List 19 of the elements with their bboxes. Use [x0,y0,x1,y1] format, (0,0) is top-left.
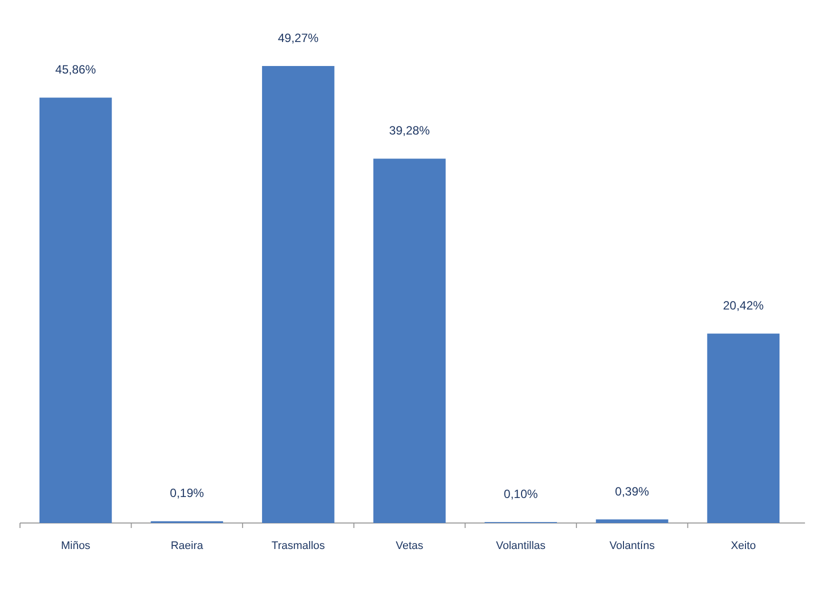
bar [373,158,446,523]
data-label: 0,19% [170,486,204,500]
x-tick-label: Raeira [170,540,204,552]
x-tick-label: Volantíns [609,540,656,552]
x-tick-label: Xeito [730,540,756,552]
bar [39,98,112,523]
data-label: 45,86% [55,62,96,77]
data-label: 0,10% [504,487,538,502]
data-label: 20,42% [723,298,764,313]
data-label: 0,39% [615,484,650,498]
bar [596,519,668,523]
x-tick-label: Vetas [396,540,424,552]
bar [707,334,780,523]
data-label: 49,27% [278,31,319,45]
bar [262,66,334,523]
data-label: 39,28% [389,124,430,138]
x-tick-label: Volantillas [496,540,546,552]
x-tick-label: Miños [60,540,91,552]
x-tick-label: Trasmallos [272,540,326,552]
